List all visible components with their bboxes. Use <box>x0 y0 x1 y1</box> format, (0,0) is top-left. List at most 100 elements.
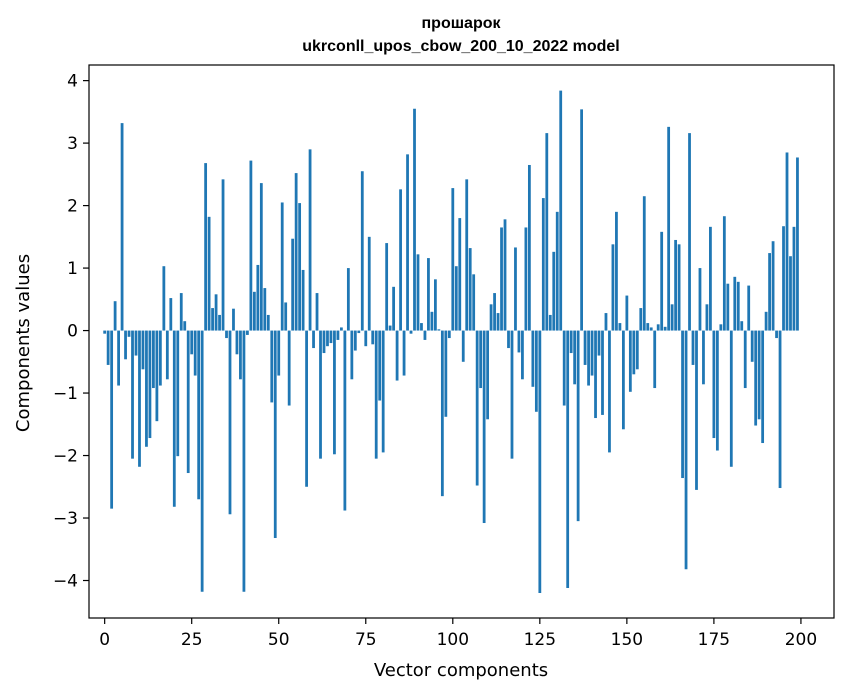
bar-92 <box>423 330 427 340</box>
bar-77 <box>371 330 375 345</box>
bar-173 <box>705 304 709 331</box>
x-tick-label: 0 <box>99 630 110 650</box>
bar-85 <box>399 189 402 331</box>
bar-24 <box>186 330 190 474</box>
bar-93 <box>427 258 430 331</box>
bar-141 <box>594 330 597 419</box>
bar-74 <box>360 171 364 331</box>
bar-190 <box>764 311 768 331</box>
bar-23 <box>183 321 187 331</box>
bar-174 <box>709 226 712 331</box>
bar-182 <box>736 281 740 331</box>
bar-131 <box>559 90 563 331</box>
bar-59 <box>308 149 312 331</box>
bar-19 <box>169 298 173 331</box>
bar-81 <box>385 243 389 331</box>
bar-62 <box>319 330 322 459</box>
bar-61 <box>315 293 319 331</box>
bar-40 <box>242 330 246 592</box>
bar-64 <box>326 330 329 347</box>
bar-14 <box>152 330 155 389</box>
bar-134 <box>569 330 573 354</box>
bar-66 <box>333 330 336 455</box>
bar-84 <box>395 330 399 381</box>
bar-57 <box>301 269 305 331</box>
bar-4 <box>117 330 120 386</box>
bar-186 <box>750 330 754 362</box>
bar-90 <box>416 254 420 331</box>
bar-52 <box>284 302 288 331</box>
y-tick-label: −1 <box>53 384 78 404</box>
x-tick-label: 200 <box>785 630 817 650</box>
x-tick-label: 150 <box>611 630 643 650</box>
bar-112 <box>493 293 496 331</box>
bar-53 <box>287 330 291 406</box>
bar-168 <box>688 133 691 331</box>
x-axis-ticks: 0 25 50 75 100 125 150 175 200 <box>99 618 817 650</box>
bar-29 <box>204 163 208 331</box>
bar-163 <box>670 304 674 331</box>
bar-155 <box>642 196 646 331</box>
bar-164 <box>674 239 677 331</box>
bar-161 <box>663 326 667 331</box>
bar-99 <box>447 330 451 339</box>
bar-157 <box>649 327 653 331</box>
bar-2 <box>110 330 114 509</box>
bar-86 <box>402 330 406 376</box>
bar-129 <box>552 251 556 331</box>
bar-104 <box>465 179 469 331</box>
bar-45 <box>259 183 263 331</box>
bar-63 <box>322 330 326 354</box>
bar-106 <box>472 274 476 331</box>
bar-8 <box>131 330 134 459</box>
bar-105 <box>468 248 472 331</box>
bar-147 <box>615 211 618 331</box>
bar-82 <box>388 325 392 331</box>
bar-7 <box>127 330 131 337</box>
bar-128 <box>548 314 552 331</box>
bar-154 <box>639 308 643 331</box>
bar-132 <box>562 330 566 406</box>
chart-title-line2: ukrconll_upos_cbow_200_10_2022 model <box>302 38 619 55</box>
bar-183 <box>740 321 744 331</box>
bar-41 <box>246 330 249 335</box>
bar-160 <box>660 231 664 331</box>
bar-73 <box>357 330 361 334</box>
bar-79 <box>378 330 382 401</box>
bar-30 <box>207 216 211 331</box>
bar-191 <box>768 253 771 331</box>
bar-115 <box>503 219 507 331</box>
bar-39 <box>239 330 242 380</box>
bar-146 <box>611 244 615 331</box>
bar-185 <box>747 285 751 331</box>
bar-49 <box>273 330 277 539</box>
bar-194 <box>778 330 782 489</box>
bar-124 <box>534 330 538 412</box>
x-tick-label: 75 <box>355 630 377 650</box>
bar-67 <box>336 330 340 340</box>
bar-43 <box>252 291 256 331</box>
bar-162 <box>667 126 671 331</box>
bar-28 <box>200 330 204 592</box>
bar-149 <box>621 330 625 430</box>
bar-135 <box>573 330 577 385</box>
bar-123 <box>531 330 535 387</box>
bar-117 <box>510 330 514 459</box>
bar-151 <box>628 330 632 392</box>
bar-148 <box>618 323 622 331</box>
bar-97 <box>440 330 444 497</box>
x-tick-label: 25 <box>181 630 203 650</box>
x-tick-label: 175 <box>698 630 730 650</box>
bar-139 <box>587 330 590 386</box>
bar-114 <box>500 227 503 331</box>
bar-0 <box>103 330 107 334</box>
bar-130 <box>555 211 559 331</box>
bar-103 <box>461 330 465 362</box>
bar-78 <box>374 330 378 459</box>
bar-172 <box>702 330 705 385</box>
bar-96 <box>437 329 441 331</box>
bar-178 <box>722 216 726 331</box>
bar-192 <box>771 241 775 331</box>
bar-34 <box>221 179 225 331</box>
bar-145 <box>608 330 611 453</box>
